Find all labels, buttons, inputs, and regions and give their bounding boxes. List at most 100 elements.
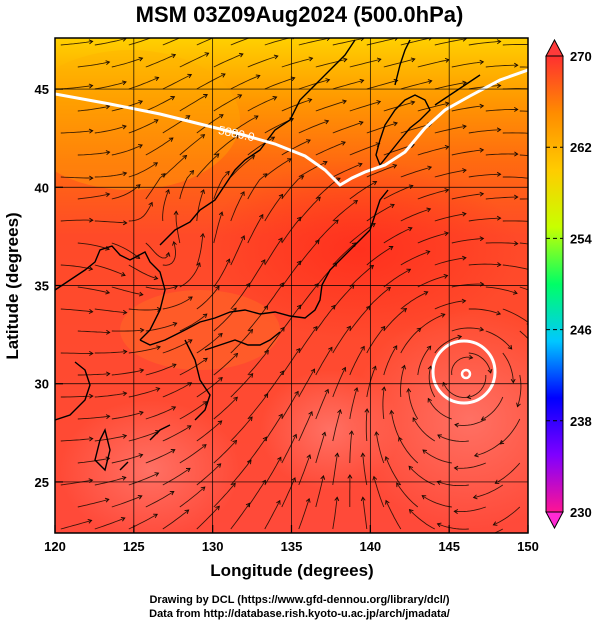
wind-arrowhead — [121, 80, 127, 86]
wind-streamline — [437, 523, 469, 530]
wind-streamline — [383, 308, 407, 332]
wind-arrowhead — [138, 453, 144, 458]
wind-streamline — [179, 486, 206, 508]
wind-arrowhead — [170, 449, 176, 454]
wind-streamline — [366, 79, 398, 90]
wind-arrowhead — [121, 475, 127, 481]
wind-streamline — [179, 94, 208, 112]
wind-arrowhead — [360, 452, 366, 458]
wind-arrowhead — [87, 518, 93, 524]
wind-arrowhead — [388, 246, 394, 251]
wind-arrowhead — [255, 74, 261, 79]
wind-arrowhead — [372, 365, 377, 371]
y-tick-label: 25 — [35, 475, 49, 490]
wind-streamline — [111, 184, 141, 200]
wind-streamline — [332, 453, 338, 486]
wind-streamline — [417, 232, 449, 244]
wind-streamline — [315, 219, 339, 244]
wind-arrowhead — [316, 196, 321, 202]
wind-arrowhead — [186, 425, 192, 430]
wind-streamline — [349, 181, 377, 200]
wind-arrowhead — [336, 177, 341, 182]
wind-streamline — [281, 348, 301, 376]
wind-streamline — [111, 286, 143, 296]
wind-arrowhead — [514, 107, 519, 112]
wind-arrowhead — [308, 56, 314, 62]
wind-arrowhead — [122, 349, 128, 355]
wind-arrowhead — [402, 307, 408, 313]
wind-arrowhead — [138, 56, 144, 62]
wind-streamline — [179, 262, 201, 288]
colorbar-tick-label: 262 — [570, 140, 592, 155]
wind-arrowhead — [153, 119, 159, 124]
wind-arrowhead — [200, 189, 205, 194]
wind-streamline — [468, 40, 501, 46]
wind-streamline — [196, 189, 205, 222]
wind-streamline — [111, 242, 140, 259]
wind-arrowhead — [531, 87, 535, 91]
wind-arrowhead — [218, 211, 224, 217]
wind-streamline — [247, 436, 267, 464]
wind-streamline — [77, 330, 110, 333]
wind-arrowhead — [328, 346, 333, 352]
wind-arrowhead — [277, 456, 282, 462]
wind-streamline — [60, 352, 93, 354]
x-axis-ticks: 120 125 130 135 140 145 150 — [44, 525, 539, 554]
x-tick-label: 120 — [44, 539, 66, 554]
wind-streamline — [111, 144, 143, 156]
wind-arrowhead — [184, 509, 190, 514]
wind-arrowhead — [204, 52, 210, 57]
wind-arrowhead — [444, 188, 450, 193]
wind-streamline — [366, 38, 398, 46]
wind-streamline — [454, 506, 486, 513]
wind-arrowhead — [360, 496, 366, 502]
wind-arrowhead — [353, 387, 359, 392]
wind-arrowhead — [202, 401, 208, 406]
wind-arrowhead — [185, 467, 191, 473]
wind-streamline — [77, 242, 110, 250]
wind-streamline — [213, 440, 237, 464]
wind-arrowhead — [334, 496, 340, 502]
wind-streamline — [94, 172, 127, 178]
wind-streamline — [247, 305, 268, 332]
wind-arrowhead — [479, 59, 485, 65]
wind-streamline — [495, 462, 521, 484]
credit-data: Data from http://database.rish.kyoto-u.a… — [149, 608, 450, 620]
wind-arrowhead — [307, 98, 313, 103]
wind-arrowhead — [105, 289, 111, 295]
wind-arrowhead — [296, 260, 302, 266]
wind-arrowhead — [425, 250, 431, 255]
wind-streamline — [94, 38, 127, 46]
wind-arrowhead — [406, 387, 412, 393]
wind-streamline — [179, 444, 207, 464]
wind-streamline — [519, 66, 528, 68]
wind-arrowhead — [410, 100, 416, 106]
wind-streamline — [60, 438, 93, 442]
wind-arrowhead — [172, 240, 177, 246]
wind-streamline — [281, 434, 297, 464]
wind-arrowhead — [88, 436, 94, 442]
wind-arrowhead — [468, 354, 474, 360]
wind-arrowhead — [398, 436, 403, 442]
wind-arrowhead — [512, 290, 518, 295]
wind-arrowhead — [299, 175, 305, 180]
wind-arrowhead — [496, 262, 502, 268]
wind-arrowhead — [248, 328, 254, 334]
wind-streamline — [230, 115, 259, 134]
wind-streamline — [264, 38, 291, 46]
wind-streamline — [375, 431, 385, 464]
temperature-field: 5880.0 — [55, 38, 535, 533]
wind-arrowhead — [278, 413, 283, 419]
wind-streamline — [417, 275, 448, 288]
wind-streamline — [417, 59, 449, 68]
wind-streamline — [60, 519, 92, 530]
wind-arrowhead — [359, 78, 365, 84]
wind-arrowhead — [187, 382, 193, 387]
wind-streamline — [145, 242, 170, 259]
wind-streamline — [485, 286, 518, 294]
wind-arrowhead — [218, 114, 224, 119]
wind-streamline — [383, 58, 415, 68]
wind-arrowhead — [305, 497, 311, 503]
wind-streamline — [247, 214, 264, 244]
wind-streamline — [502, 44, 528, 46]
